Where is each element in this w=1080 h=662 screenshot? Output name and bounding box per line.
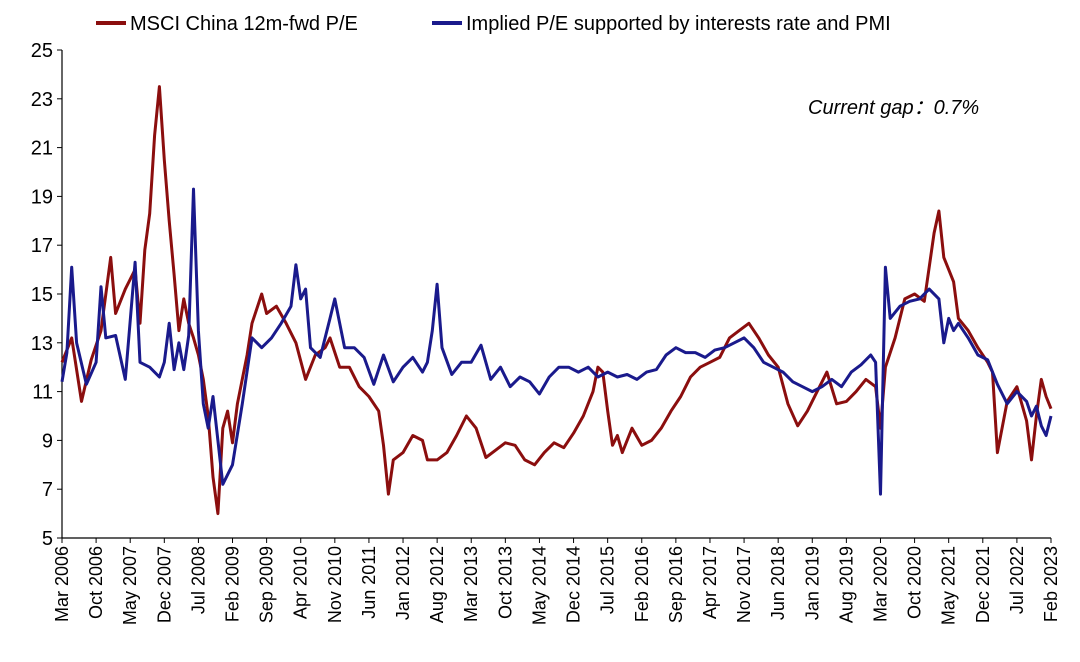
y-tick-label: 15: [31, 284, 53, 306]
series-lines: [60, 85, 1053, 516]
x-tick-label: Jun 2011: [359, 546, 379, 619]
x-tick-label: Feb 2016: [632, 546, 652, 622]
y-tick-label: 19: [31, 186, 53, 208]
series-line-implied-pe: [60, 187, 1053, 496]
series-line-msci-pe: [60, 85, 1053, 516]
x-tick-label: Feb 2009: [223, 546, 243, 622]
x-tick-label: Dec 2007: [154, 546, 174, 623]
x-tick-label: Mar 2020: [870, 546, 890, 622]
y-tick-label: 5: [42, 528, 53, 550]
x-tick-label: Sep 2016: [666, 546, 686, 623]
x-tick-label: Jul 2008: [188, 546, 208, 614]
y-tick-label: 23: [31, 89, 53, 111]
legend-label-implied: Implied P/E supported by interests rate …: [466, 13, 891, 35]
x-tick-label: Apr 2010: [291, 546, 311, 619]
y-tick-label: 25: [31, 40, 53, 62]
x-tick-label: Nov 2017: [734, 546, 754, 623]
x-tick-label: Jan 2019: [802, 546, 822, 620]
x-tick-label: Dec 2021: [973, 546, 993, 623]
x-tick-label: Jan 2012: [393, 546, 413, 620]
legend-label-msci: MSCI China 12m-fwd P/E: [130, 13, 358, 35]
x-tick-label: Oct 2013: [495, 546, 515, 619]
current-gap-annotation: Current gap：0.7%: [808, 97, 979, 119]
x-tick-label: May 2014: [529, 546, 549, 625]
x-tick-label: Dec 2014: [564, 546, 584, 623]
x-tick-label: May 2007: [120, 546, 140, 625]
x-tick-label: Sep 2009: [257, 546, 277, 623]
x-tick-label: Aug 2012: [427, 546, 447, 623]
x-tick-label: Jun 2018: [768, 546, 788, 620]
y-ticks: 5 7 9 11 13 15 17 19 21 23 25: [31, 40, 62, 550]
x-tick-label: Jul 2015: [598, 546, 618, 614]
x-tick-label: Oct 2006: [86, 546, 106, 619]
x-tick-label: Aug 2019: [836, 546, 856, 623]
x-tick-label: Jul 2022: [1007, 546, 1027, 614]
x-tick-label: Feb 2023: [1041, 546, 1061, 622]
y-tick-label: 7: [42, 479, 53, 501]
x-ticks: Mar 2006 Oct 2006 May 2007 Dec 2007 Jul 2008…: [52, 538, 1061, 625]
y-tick-label: 13: [31, 333, 53, 355]
x-tick-label: Oct 2020: [905, 546, 925, 619]
y-tick-label: 11: [32, 382, 53, 404]
y-tick-label: 9: [42, 430, 53, 452]
x-tick-label: Mar 2013: [461, 546, 481, 622]
x-tick-label: Nov 2010: [325, 546, 345, 623]
y-tick-label: 17: [31, 235, 53, 257]
legend: MSCI China 12m-fwd P/E Implied P/E suppo…: [96, 13, 891, 35]
y-tick-label: 21: [31, 138, 53, 160]
x-tick-label: Mar 2006: [52, 546, 72, 622]
x-tick-label: Apr 2017: [700, 546, 720, 619]
x-tick-label: May 2021: [939, 546, 959, 625]
